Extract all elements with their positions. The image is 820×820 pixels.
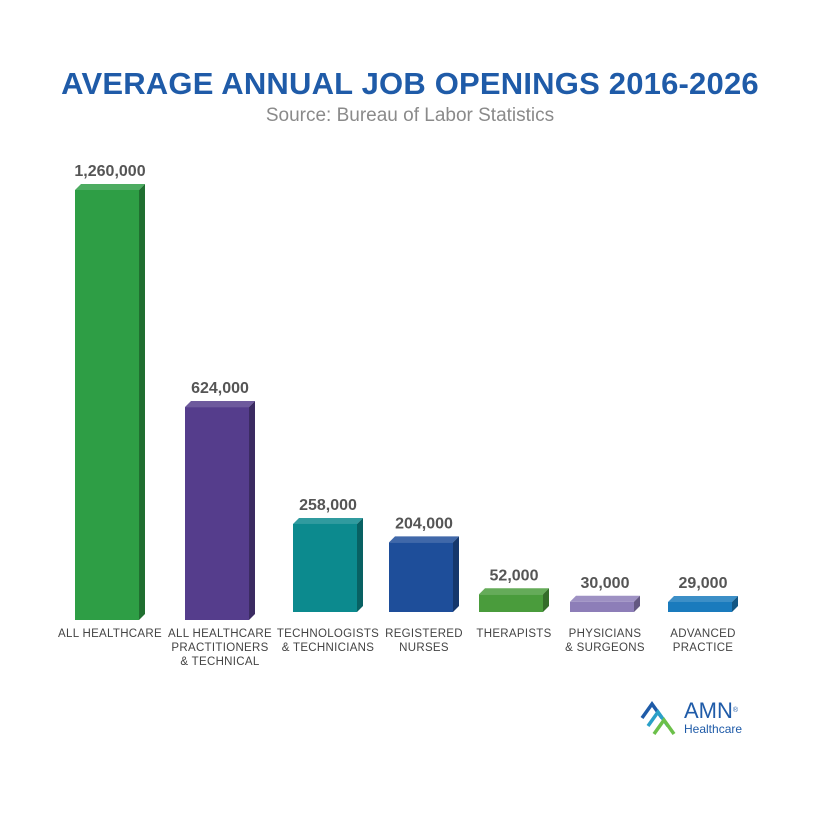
- chart-subtitle: Source: Bureau of Labor Statistics: [265, 105, 555, 126]
- bar-front: [479, 594, 543, 612]
- category-label: ALL HEALTHCARE: [58, 628, 162, 640]
- bar-front: [570, 601, 634, 612]
- category-label: PRACTICE: [673, 642, 734, 654]
- category-label: ADVANCED: [670, 628, 735, 640]
- bar-top: [75, 184, 145, 190]
- bar-side: [357, 517, 363, 612]
- bar-side: [732, 596, 738, 612]
- bar-5: [570, 595, 640, 612]
- category-label: PHYSICIANS: [569, 628, 642, 640]
- value-label: 1,260,000: [74, 163, 145, 180]
- category-label: PRACTITIONERS: [171, 642, 268, 654]
- value-label: 258,000: [299, 497, 357, 514]
- bar-0: [75, 184, 145, 620]
- value-label: 624,000: [191, 380, 249, 397]
- bar-front: [75, 190, 139, 620]
- value-label: 52,000: [490, 567, 539, 584]
- bar-side: [634, 595, 640, 612]
- bar-4: [479, 588, 549, 612]
- bar-front: [293, 523, 357, 612]
- bar-top: [389, 536, 459, 543]
- bar-top: [570, 595, 640, 602]
- bar-top: [185, 401, 255, 408]
- chart-title: AVERAGE ANNUAL JOB OPENINGS 2016-2026: [61, 66, 759, 101]
- bar-2: [293, 517, 363, 612]
- bar-side: [453, 536, 459, 612]
- category-label: THERAPISTS: [476, 628, 551, 640]
- bar-3: [389, 536, 459, 612]
- value-label: 204,000: [395, 515, 453, 532]
- value-label: 29,000: [679, 575, 728, 592]
- bar-top: [479, 588, 549, 595]
- logo-tagline: Healthcare: [684, 722, 743, 736]
- bar-top: [293, 517, 363, 524]
- bar-6: [668, 596, 738, 612]
- category-label: ALL HEALTHCARE: [168, 628, 272, 640]
- bar-side: [139, 184, 145, 620]
- logo-name: AMN: [684, 698, 733, 723]
- bar-front: [185, 407, 249, 620]
- amn-healthcare-logo: AMN® Healthcare: [640, 700, 760, 740]
- bar-1: [185, 401, 255, 620]
- category-label: & TECHNICAL: [180, 656, 259, 668]
- bar-front: [389, 542, 453, 612]
- category-label: TECHNOLOGISTS: [277, 628, 379, 640]
- bar-side: [543, 588, 549, 612]
- category-label: & TECHNICIANS: [282, 642, 375, 654]
- bar-top: [668, 596, 738, 602]
- category-label: REGISTERED: [385, 628, 463, 640]
- amn-logo-icon: [640, 700, 676, 736]
- logo-registered-mark: ®: [732, 707, 739, 714]
- category-label: & SURGEONS: [565, 642, 645, 654]
- value-label: 30,000: [581, 575, 630, 592]
- bar-front: [668, 602, 732, 612]
- bar-side: [249, 401, 255, 620]
- category-label: NURSES: [399, 642, 449, 654]
